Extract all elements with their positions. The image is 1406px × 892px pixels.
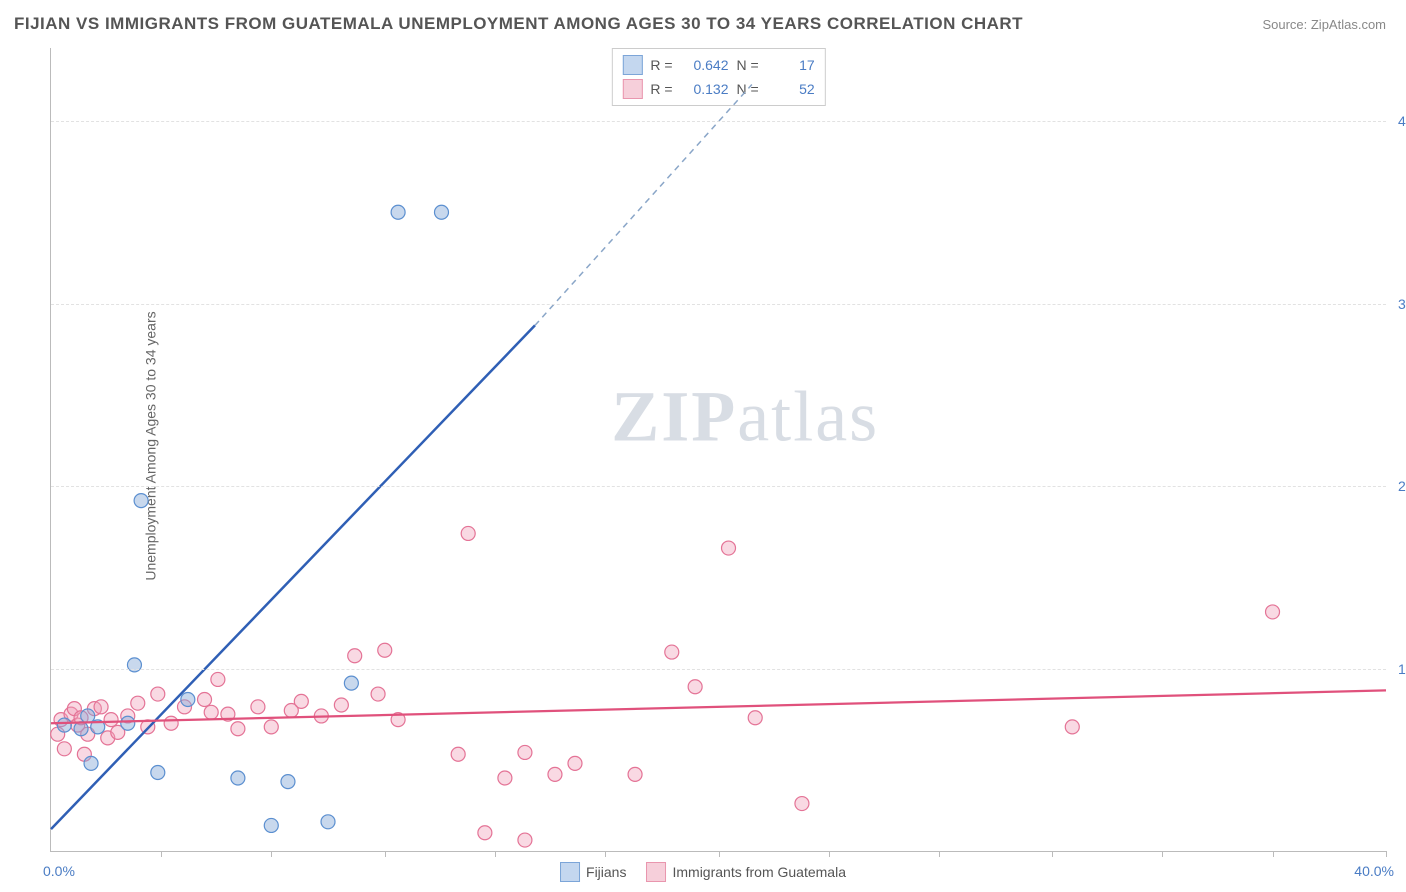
legend-label-blue: Fijians bbox=[586, 864, 626, 880]
point-pink bbox=[518, 833, 532, 847]
legend-swatch-blue bbox=[560, 862, 580, 882]
point-blue bbox=[391, 205, 405, 219]
scatter-svg bbox=[51, 48, 1386, 851]
x-tick bbox=[719, 851, 720, 857]
point-pink bbox=[211, 672, 225, 686]
point-pink bbox=[461, 526, 475, 540]
x-tick bbox=[1052, 851, 1053, 857]
point-blue bbox=[84, 756, 98, 770]
point-pink bbox=[334, 698, 348, 712]
y-tick-label: 30.0% bbox=[1390, 296, 1406, 312]
gridline bbox=[51, 669, 1386, 670]
point-blue bbox=[231, 771, 245, 785]
chart-plot-area: ZIPatlas R = 0.642 N = 17 R = 0.132 N = … bbox=[50, 48, 1386, 852]
x-tick bbox=[161, 851, 162, 857]
point-pink bbox=[378, 643, 392, 657]
gridline bbox=[51, 121, 1386, 122]
point-pink bbox=[451, 747, 465, 761]
point-pink bbox=[294, 694, 308, 708]
point-pink bbox=[231, 722, 245, 736]
point-blue bbox=[321, 815, 335, 829]
point-pink bbox=[164, 716, 178, 730]
point-blue bbox=[264, 818, 278, 832]
point-blue bbox=[151, 766, 165, 780]
x-tick bbox=[271, 851, 272, 857]
point-pink bbox=[665, 645, 679, 659]
x-tick bbox=[1162, 851, 1163, 857]
x-tick bbox=[829, 851, 830, 857]
x-tick bbox=[939, 851, 940, 857]
point-pink bbox=[498, 771, 512, 785]
point-pink bbox=[722, 541, 736, 555]
point-blue bbox=[127, 658, 141, 672]
chart-title: FIJIAN VS IMMIGRANTS FROM GUATEMALA UNEM… bbox=[14, 14, 1023, 34]
point-blue bbox=[434, 205, 448, 219]
x-tick bbox=[385, 851, 386, 857]
point-pink bbox=[1266, 605, 1280, 619]
point-pink bbox=[94, 700, 108, 714]
point-blue bbox=[74, 722, 88, 736]
x-tick-min: 0.0% bbox=[43, 863, 75, 879]
point-pink bbox=[548, 767, 562, 781]
legend-item-pink: Immigrants from Guatemala bbox=[646, 862, 846, 882]
source-label: Source: ZipAtlas.com bbox=[1262, 17, 1386, 32]
point-pink bbox=[57, 742, 71, 756]
legend-label-pink: Immigrants from Guatemala bbox=[672, 864, 846, 880]
point-pink bbox=[628, 767, 642, 781]
x-tick-max: 40.0% bbox=[1354, 863, 1394, 879]
point-pink bbox=[748, 711, 762, 725]
point-pink bbox=[688, 680, 702, 694]
point-pink bbox=[204, 705, 218, 719]
x-tick bbox=[605, 851, 606, 857]
point-pink bbox=[251, 700, 265, 714]
point-pink bbox=[1065, 720, 1079, 734]
legend-item-blue: Fijians bbox=[560, 862, 626, 882]
point-pink bbox=[198, 693, 212, 707]
gridline bbox=[51, 304, 1386, 305]
point-blue bbox=[81, 709, 95, 723]
point-blue bbox=[181, 693, 195, 707]
bottom-legend: Fijians Immigrants from Guatemala bbox=[560, 862, 846, 882]
y-tick-label: 20.0% bbox=[1390, 478, 1406, 494]
point-pink bbox=[518, 745, 532, 759]
point-blue bbox=[134, 494, 148, 508]
x-tick bbox=[495, 851, 496, 857]
point-pink bbox=[104, 713, 118, 727]
point-blue bbox=[57, 718, 71, 732]
y-tick-label: 10.0% bbox=[1390, 661, 1406, 677]
gridline bbox=[51, 486, 1386, 487]
x-tick bbox=[1273, 851, 1274, 857]
point-pink bbox=[478, 826, 492, 840]
point-blue bbox=[281, 775, 295, 789]
point-blue bbox=[344, 676, 358, 690]
point-pink bbox=[371, 687, 385, 701]
x-tick bbox=[1386, 851, 1387, 857]
point-pink bbox=[795, 797, 809, 811]
point-pink bbox=[348, 649, 362, 663]
point-pink bbox=[568, 756, 582, 770]
point-blue bbox=[121, 716, 135, 730]
point-pink bbox=[151, 687, 165, 701]
point-pink bbox=[131, 696, 145, 710]
y-tick-label: 40.0% bbox=[1390, 113, 1406, 129]
legend-swatch-pink bbox=[646, 862, 666, 882]
point-pink bbox=[264, 720, 278, 734]
